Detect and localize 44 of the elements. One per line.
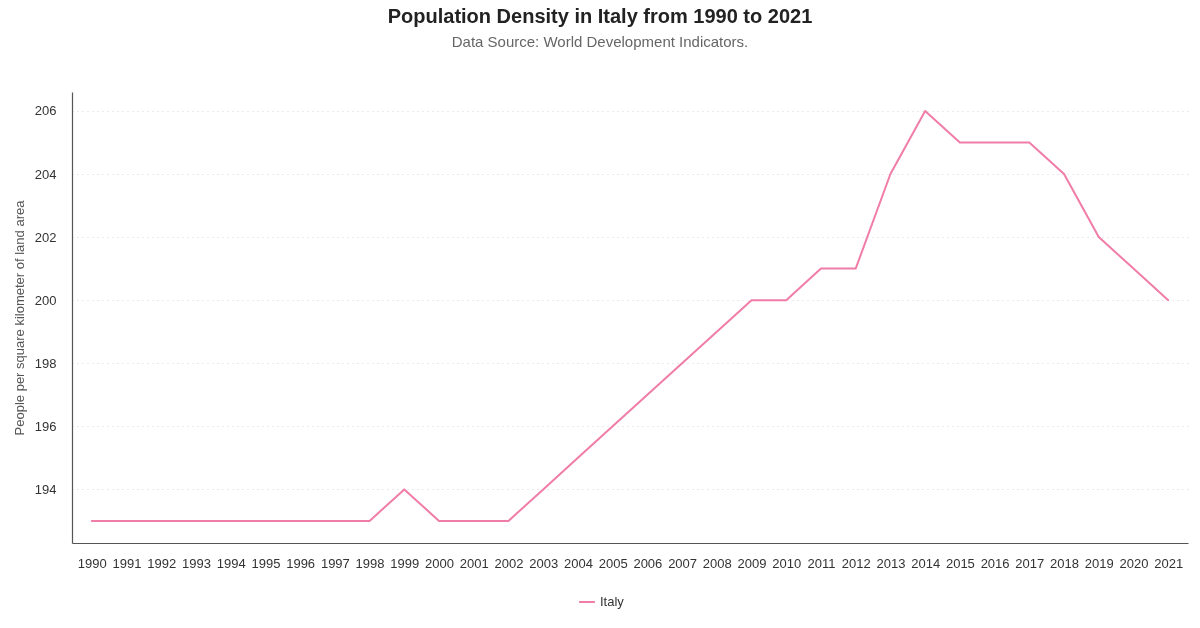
x-tick-label: 1990 — [77, 555, 107, 571]
x-tick-label: 2008 — [702, 555, 732, 571]
x-tick-label: 1993 — [182, 555, 211, 571]
y-tick-label: 206 — [34, 103, 57, 119]
x-tick-label: 1991 — [112, 555, 142, 571]
x-tick-label: 1999 — [390, 555, 420, 571]
x-tick-label: 2016 — [980, 555, 1010, 571]
x-tick-label: 2014 — [911, 555, 941, 571]
x-tick-label: 2005 — [598, 555, 628, 571]
x-tick-label: 2000 — [425, 555, 454, 571]
x-tick-label: 1995 — [251, 555, 281, 571]
x-tick-label: 1994 — [216, 555, 246, 571]
chart-title: Population Density in Italy from 1990 to 2021 — [387, 5, 813, 27]
y-tick-label: 196 — [34, 418, 57, 434]
line-series — [90, 109, 1170, 522]
chart-subtitle: Data Source: World Development Indicators. — [451, 33, 749, 50]
x-tick-label: 1998 — [355, 555, 385, 571]
x-tick-label: 2012 — [841, 555, 871, 571]
y-tick-label: 194 — [34, 481, 57, 497]
y-tick-label: 202 — [34, 229, 57, 245]
legend-label: Italy — [600, 594, 625, 609]
x-tick-label: 1996 — [286, 555, 316, 571]
x-tick-label: 2013 — [876, 555, 906, 571]
x-tick-label: 1992 — [147, 555, 177, 571]
x-tick-label: 2009 — [737, 555, 767, 571]
x-tick-label: 2018 — [1050, 555, 1079, 571]
x-tick-label: 2002 — [494, 555, 524, 571]
x-tick-label: 2015 — [945, 555, 975, 571]
x-tick-label: 2010 — [772, 555, 802, 571]
x-tick-label: 2020 — [1119, 555, 1149, 571]
y-tick-label: 204 — [34, 166, 57, 182]
x-tick-label: 2007 — [668, 555, 698, 571]
x-tick-label: 2001 — [459, 555, 489, 571]
y-tick-label: 198 — [34, 355, 57, 371]
x-tick-label: 2003 — [529, 555, 559, 571]
y-tick-label: 200 — [34, 292, 57, 308]
x-tick-label: 2004 — [563, 555, 593, 571]
y-axis-title: People per square kilometer of land area — [11, 199, 27, 436]
x-tick-label: 2006 — [633, 555, 663, 571]
x-tick-label: 2017 — [1015, 555, 1045, 571]
x-tick-label: 2021 — [1154, 555, 1184, 571]
x-tick-label: 1997 — [320, 555, 350, 571]
x-tick-label: 2019 — [1084, 555, 1114, 571]
x-tick-label: 2011 — [807, 555, 836, 571]
